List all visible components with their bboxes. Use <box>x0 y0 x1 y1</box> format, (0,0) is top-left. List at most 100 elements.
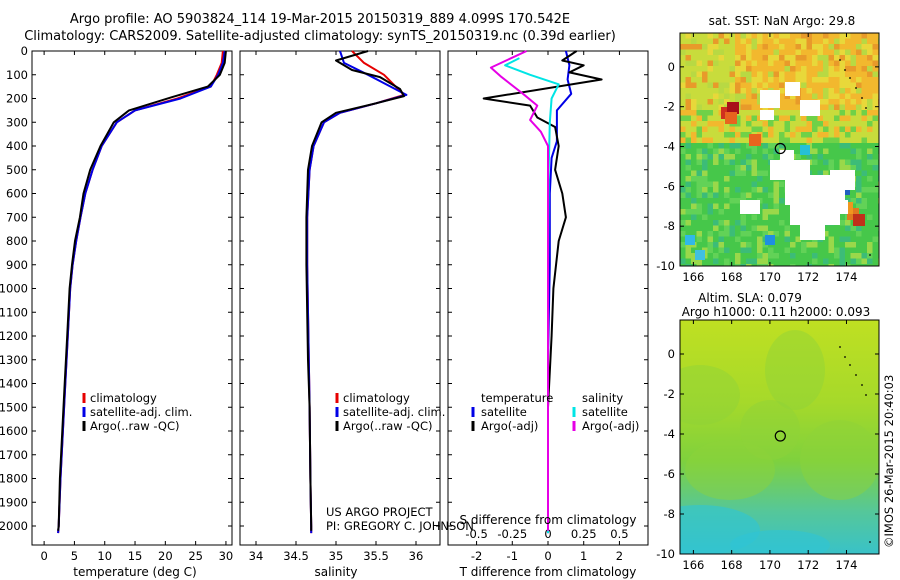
sst-cell <box>680 121 686 127</box>
sst-cell <box>746 49 752 56</box>
sst-cell <box>812 242 818 248</box>
sst-cell <box>768 60 774 67</box>
sst-cell <box>839 93 846 100</box>
sst-cell <box>724 93 730 100</box>
sst-cell <box>828 253 835 259</box>
sst-cell <box>768 33 774 39</box>
sst-cell <box>779 104 785 111</box>
sst-cell <box>724 236 730 243</box>
sst-cell <box>845 225 851 232</box>
x-tick-label: -2 <box>471 549 482 563</box>
sst-cell <box>702 209 708 215</box>
sst-cell <box>795 104 802 111</box>
sla-map-title: Altim. SLA: 0.079 <box>698 291 802 305</box>
sst-cell <box>817 247 824 254</box>
sst-cell <box>724 247 730 254</box>
sst-cell <box>872 71 879 78</box>
sst-cell <box>779 247 785 254</box>
sst-cell <box>768 192 774 199</box>
sst-cell <box>696 77 703 83</box>
sst-cell <box>729 49 736 56</box>
legend-climatology-p2: climatology <box>343 391 410 405</box>
sst-cell <box>746 60 752 67</box>
sst-cell <box>735 220 741 226</box>
sst-cell <box>812 159 818 166</box>
sst-cell <box>702 198 708 204</box>
sst-cell <box>872 203 879 210</box>
sst-cell <box>724 38 730 45</box>
sst-cell <box>861 137 868 144</box>
sst-cell <box>817 170 824 177</box>
sst-cell <box>872 148 879 155</box>
sst-cell <box>845 33 851 39</box>
sst-cell <box>812 253 818 259</box>
sst-cell <box>812 88 818 94</box>
sst-cell <box>790 77 796 83</box>
xlabel-salinity: salinity <box>314 565 357 579</box>
sst-cell <box>867 55 873 61</box>
sst-cell <box>735 38 741 45</box>
sst-cell <box>773 236 780 243</box>
sst-cell <box>845 242 851 248</box>
sst-cell <box>845 253 851 259</box>
sst-cell <box>702 93 708 100</box>
sst-cell <box>801 121 807 127</box>
sst-cell <box>867 38 873 45</box>
sst-cell <box>856 126 862 133</box>
x-tick-label: 36 <box>409 549 424 563</box>
sst-cell <box>691 203 697 210</box>
sst-cell <box>735 66 741 72</box>
series-line <box>57 50 226 534</box>
sst-cell <box>867 104 873 111</box>
sst-cell <box>834 247 840 254</box>
sst-cell <box>713 115 719 122</box>
sst-cell <box>724 126 730 133</box>
sst-cell <box>751 82 758 89</box>
sst-cell <box>834 154 840 160</box>
sst-cell <box>795 99 802 105</box>
sst-cell <box>757 77 763 83</box>
sst-cell <box>740 55 747 61</box>
sst-cell <box>724 154 730 160</box>
sst-cell <box>795 126 802 133</box>
sst-cell <box>817 110 824 116</box>
sst-cell <box>718 137 725 144</box>
sst-cell <box>707 77 714 83</box>
sst-cell <box>861 71 868 78</box>
sst-cell <box>751 231 758 237</box>
sst-cell <box>713 170 719 177</box>
sst-cell <box>735 192 741 199</box>
sst-cell <box>740 77 747 83</box>
sst-cell <box>735 236 741 243</box>
map-y-tick-label: 0 <box>668 60 675 74</box>
sst-cell <box>861 198 868 204</box>
sst-cell <box>680 115 686 122</box>
sst-cell <box>856 104 862 111</box>
sst-cell <box>707 247 714 254</box>
sst-cell <box>850 258 857 265</box>
sst-cell <box>845 60 851 67</box>
sst-cell <box>817 258 824 265</box>
sst-cell <box>850 71 857 78</box>
sst-cell <box>729 82 736 89</box>
sst-cell <box>845 121 851 127</box>
y-tick-label: 1900 <box>0 495 28 509</box>
sst-cell <box>757 121 763 127</box>
x-tick-top-label: -0.25 <box>497 527 527 541</box>
sst-cell <box>823 55 829 61</box>
sst-cell <box>872 126 879 133</box>
sst-cell <box>867 115 873 122</box>
y-tick-label: 600 <box>6 187 28 201</box>
sst-cell <box>751 236 758 243</box>
sst-cell <box>872 82 879 89</box>
sst-cell <box>845 77 851 83</box>
sst-cell <box>740 82 747 89</box>
sst-cell <box>779 60 785 67</box>
sst-cell <box>773 110 780 116</box>
map-y-tick-label: -10 <box>656 259 675 273</box>
sst-cell <box>773 44 780 50</box>
sst-cell <box>751 181 758 188</box>
sst-cell <box>867 143 873 149</box>
y-tick-label: 1500 <box>0 400 28 414</box>
sst-cell <box>729 132 736 138</box>
